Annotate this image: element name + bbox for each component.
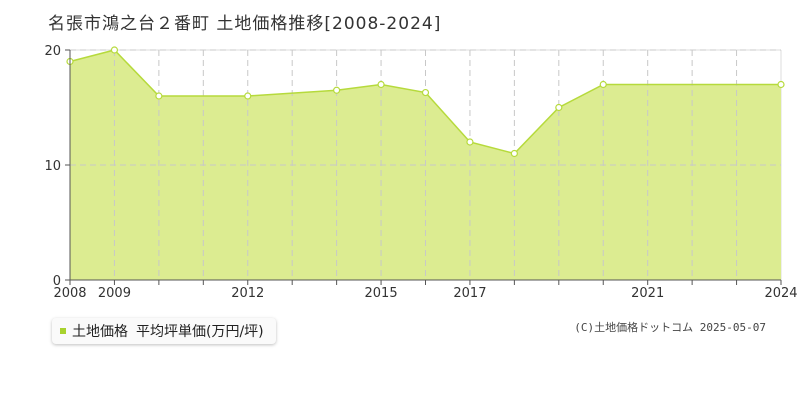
data-point xyxy=(599,80,607,89)
data-point xyxy=(155,92,163,100)
data-point xyxy=(555,103,563,112)
data-point xyxy=(333,86,341,94)
data-point xyxy=(510,149,518,158)
copyright-notice: (C)土地価格ドットコム 2025-05-07 xyxy=(574,321,766,334)
data-point xyxy=(110,46,119,54)
x-tick-label: 2015 xyxy=(365,286,398,301)
x-tick-label: 2008 xyxy=(53,286,86,301)
x-tick-label: 2012 xyxy=(231,286,264,301)
x-tick-label: 2021 xyxy=(631,286,664,301)
data-point xyxy=(377,80,385,89)
legend-series-label: 土地価格 xyxy=(72,324,128,340)
y-tick-label: 20 xyxy=(44,44,61,59)
data-point xyxy=(466,138,474,146)
legend: 土地価格 平均坪単価(万円/坪) xyxy=(52,318,276,344)
y-tick-label: 10 xyxy=(44,159,61,174)
data-point xyxy=(421,88,430,97)
x-tick-label: 2024 xyxy=(764,286,797,301)
series-line xyxy=(69,49,781,155)
legend-unit-label: 平均坪単価(万円/坪) xyxy=(136,324,264,340)
x-tick-label: 2009 xyxy=(98,286,131,301)
y-tick-label: 0 xyxy=(53,274,61,289)
data-point xyxy=(777,80,785,89)
legend-marker-icon xyxy=(60,328,66,334)
data-point xyxy=(244,92,252,100)
x-tick-label: 2017 xyxy=(453,286,486,301)
chart-title: 名張市鴻之台２番町 土地価格推移[2008-2024] xyxy=(48,14,442,34)
